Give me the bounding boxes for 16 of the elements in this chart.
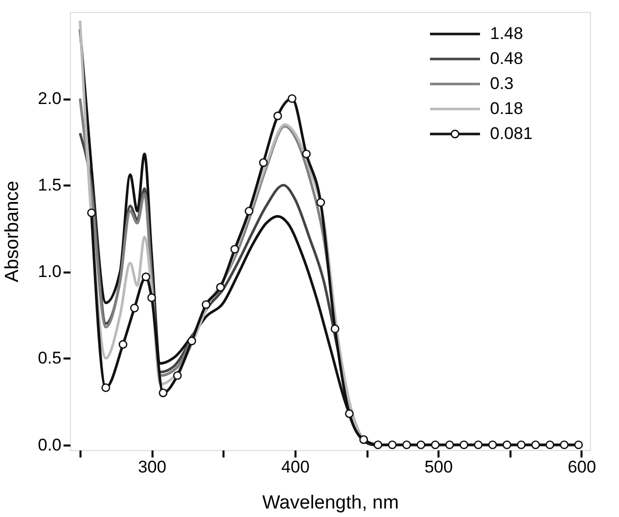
- x-tick-label: 600: [568, 458, 596, 476]
- legend-label: 0.081: [490, 124, 533, 143]
- x-tick-label: 300: [138, 458, 166, 476]
- x-axis-title: Wavelength, nm: [262, 492, 399, 514]
- x-tick-label: 400: [281, 458, 310, 476]
- y-tick-label: 0.0: [38, 435, 62, 454]
- y-tick-label: 2.0: [38, 89, 62, 108]
- y-tick-label: 1.0: [38, 262, 62, 282]
- y-tick-label: 1.5: [38, 176, 62, 195]
- legend-label: 1.48: [490, 24, 524, 43]
- y-axis-title: Absorbance: [2, 180, 23, 282]
- legend-label: 0.18: [490, 99, 524, 118]
- legend-label: 0.3: [490, 74, 514, 93]
- y-tick-label: 0.5: [38, 348, 62, 368]
- x-tick-label: 500: [424, 458, 453, 476]
- legend-label: 0.48: [490, 49, 524, 68]
